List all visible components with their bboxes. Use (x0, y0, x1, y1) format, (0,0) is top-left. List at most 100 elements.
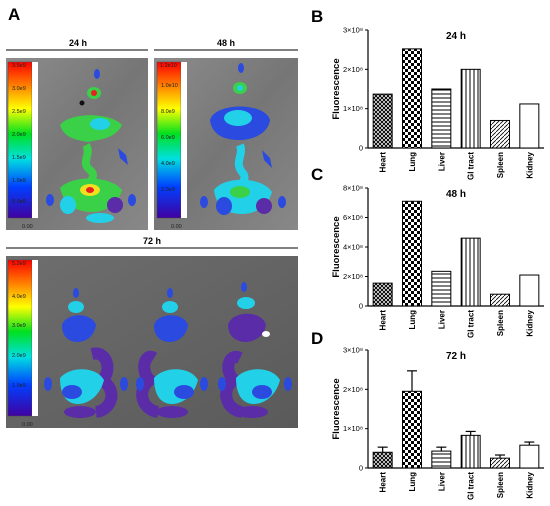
scale-tick-24h-3: 2.0e9 (12, 132, 26, 138)
bar-gi-tract (460, 68, 481, 149)
y-tick-label: 2×10⁸ (343, 65, 363, 74)
x-tick-label: Heart (379, 152, 388, 173)
scale-tick-72h-5: 0.00 (22, 422, 33, 428)
scale-tick-24h-7: 0.00 (22, 224, 33, 230)
bar-lung (402, 48, 422, 149)
bar-lung (402, 200, 422, 307)
y-tick-label: 6×10⁸ (343, 213, 363, 222)
scale-tick-48h-4: 4.0e9 (161, 161, 175, 167)
scale-tick-24h-1: 3.0e9 (12, 86, 26, 92)
scale-tick-48h-1: 1.0e10 (161, 83, 178, 89)
scale-tick-48h-6: 0.00 (171, 224, 182, 230)
bar-spleen (490, 293, 510, 307)
x-tick-label: Spleen (496, 310, 505, 336)
scale-tick-48h-0: 1.2e10 (160, 63, 177, 69)
scale-tick-48h-3: 6.0e9 (161, 135, 175, 141)
bar-heart (372, 451, 393, 469)
x-tick-label: Liver (437, 310, 446, 329)
colorbar-48h (156, 61, 182, 219)
y-tick-label: 2×10⁸ (343, 385, 363, 394)
x-tick-label: Lung (408, 472, 417, 492)
bar-kidney (519, 444, 540, 469)
scale-tick-24h-0: 3.5e9 (12, 63, 26, 69)
bar-heart (372, 93, 393, 149)
y-tick-label: 2×10⁸ (343, 272, 363, 281)
colorbar-ticks-48h: 1.2e10 1.0e10 8.0e9 6.0e9 4.0e9 2.0e9 0.… (160, 63, 182, 230)
bar-lung (402, 390, 422, 469)
bar-gi-tract (460, 237, 481, 307)
scale-tick-72h-4: 1.0e9 (12, 383, 26, 389)
colorbar-72h (7, 259, 33, 417)
y-axis-label: Fluorescence (331, 58, 342, 119)
organs-24h (46, 69, 136, 223)
scale-tick-24h-6: 5.0e8 (12, 199, 26, 205)
bar-spleen (490, 457, 510, 469)
y-tick-label: 4×10⁸ (343, 243, 363, 252)
bar-liver (431, 88, 452, 149)
scale-tick-24h-4: 1.5e9 (12, 155, 26, 161)
chart-title: 48 h (446, 189, 466, 200)
y-tick-label: 3×10⁸ (343, 26, 363, 35)
x-tick-label: Lung (408, 152, 417, 172)
image-title-24h: 24 h (69, 38, 87, 48)
scale-tick-48h-2: 8.0e9 (161, 109, 175, 115)
x-tick-label: Spleen (496, 152, 505, 178)
scale-tick-24h-2: 2.5e9 (12, 109, 26, 115)
organs-72h-mouse-2 (136, 288, 208, 418)
panel-letter-c: C (311, 165, 323, 184)
x-tick-label: GI tract (467, 472, 476, 500)
colorbar-24h (7, 61, 33, 219)
y-tick-label: 0 (359, 144, 363, 153)
organs-48h (200, 63, 286, 215)
x-tick-label: Kidney (525, 151, 534, 178)
bar-chart-72h: 0 1×10⁸ 2×10⁸ 3×10⁸ Fluorescence 72 h Heart Lun… (331, 346, 544, 500)
y-tick-label: 8×10⁸ (343, 184, 363, 193)
image-24h: 24 h 3.5e9 3.0e9 2.5e9 2.0e9 1.5e9 1.0e9… (6, 38, 148, 230)
y-tick-label: 0 (359, 302, 363, 311)
organs-72h-mouse-1 (44, 288, 128, 418)
scale-tick-72h-1: 4.0e9 (12, 294, 26, 300)
bar-liver (431, 270, 452, 307)
x-tick-label: Spleen (496, 472, 505, 498)
image-48h: 48 h 1.2e10 1.0e10 8.0e9 6.0e9 4.0e9 2.0… (154, 38, 298, 230)
scale-tick-72h-0: 5.2e9 (12, 261, 26, 267)
y-tick-label: 1×10⁸ (343, 424, 363, 433)
x-tick-label: Kidney (525, 309, 534, 336)
y-tick-label: 1×10⁸ (343, 104, 363, 113)
bar-liver (431, 450, 452, 469)
scale-tick-72h-3: 2.0e9 (12, 353, 26, 359)
bar-spleen (490, 119, 510, 149)
bar-chart-48h: 0 2×10⁸ 4×10⁸ 6×10⁸ 8×10⁸ Fluorescence 48 h Hea… (331, 184, 544, 338)
y-tick-label: 0 (359, 464, 363, 473)
panel-letter-d: D (311, 329, 323, 348)
x-tick-label: Heart (379, 310, 388, 331)
organs-72h-mouse-3 (218, 282, 292, 418)
colorbar-ticks-24h: 3.5e9 3.0e9 2.5e9 2.0e9 1.5e9 1.0e9 5.0e… (12, 63, 33, 230)
bar-kidney (519, 103, 540, 149)
panel-letter-a: A (8, 5, 20, 24)
x-tick-label: GI tract (467, 152, 476, 180)
colorbar-ticks-72h: 5.2e9 4.0e9 3.0e9 2.0e9 1.0e9 0.00 (12, 261, 33, 428)
bar-gi-tract (460, 434, 481, 469)
x-tick-label: Liver (437, 152, 446, 171)
bar-heart (372, 282, 393, 307)
y-tick-label: 3×10⁸ (343, 346, 363, 355)
image-title-48h: 48 h (217, 38, 235, 48)
image-72h: 72 h 5.2e9 4.0e9 3.0e9 2.0e9 1.0e9 0.00 (6, 236, 298, 428)
image-title-72h: 72 h (143, 236, 161, 246)
x-tick-label: GI tract (467, 310, 476, 338)
scale-tick-24h-5: 1.0e9 (12, 178, 26, 184)
panel-letter-b: B (311, 7, 323, 26)
bar-kidney (519, 274, 540, 307)
y-axis-label: Fluorescence (331, 216, 342, 277)
scale-tick-72h-2: 3.0e9 (12, 323, 26, 329)
bar-chart-24h: 0 1×10⁸ 2×10⁸ 3×10⁸ Fluorescence 24 h Heart Lun… (331, 26, 544, 180)
chart-title: 24 h (446, 31, 466, 42)
x-tick-label: Liver (437, 472, 446, 491)
x-tick-label: Heart (379, 472, 388, 493)
chart-title: 72 h (446, 351, 466, 362)
scale-tick-48h-5: 2.0e9 (161, 187, 175, 193)
x-tick-label: Lung (408, 310, 417, 330)
x-tick-label: Kidney (525, 471, 534, 498)
